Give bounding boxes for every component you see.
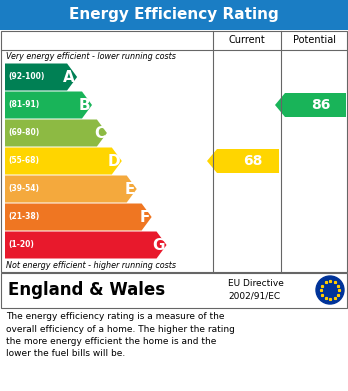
Text: (81-91): (81-91) [8,100,39,109]
Polygon shape [5,203,152,231]
Polygon shape [5,63,77,90]
Polygon shape [5,176,137,203]
Text: Potential: Potential [293,35,336,45]
Polygon shape [5,231,167,258]
Text: Energy Efficiency Rating: Energy Efficiency Rating [69,7,279,23]
Text: B: B [78,97,90,113]
Polygon shape [207,149,279,173]
Polygon shape [5,91,92,118]
Polygon shape [5,120,107,147]
Text: (55-68): (55-68) [8,156,39,165]
Text: C: C [94,126,105,140]
Text: G: G [152,237,165,253]
Polygon shape [275,93,346,117]
Text: F: F [139,210,150,224]
Text: 68: 68 [243,154,263,168]
Text: Not energy efficient - higher running costs: Not energy efficient - higher running co… [6,261,176,270]
Polygon shape [5,147,122,174]
Text: Very energy efficient - lower running costs: Very energy efficient - lower running co… [6,52,176,61]
Text: (1-20): (1-20) [8,240,34,249]
Text: E: E [124,181,135,197]
Text: A: A [63,70,75,84]
Text: (21-38): (21-38) [8,212,39,221]
Text: (39-54): (39-54) [8,185,39,194]
Bar [1,31,347,272]
Text: D: D [107,154,120,169]
Text: 2002/91/EC: 2002/91/EC [228,292,280,301]
Text: EU Directive: EU Directive [228,280,284,289]
Bar [0,0,348,30]
Text: Current: Current [229,35,266,45]
Text: (69-80): (69-80) [8,129,39,138]
Text: England & Wales: England & Wales [8,281,165,299]
Text: 86: 86 [311,98,330,112]
Bar [1,273,347,308]
Text: (92-100): (92-100) [8,72,45,81]
Text: The energy efficiency rating is a measure of the
overall efficiency of a home. T: The energy efficiency rating is a measur… [6,312,235,359]
Circle shape [316,276,344,304]
